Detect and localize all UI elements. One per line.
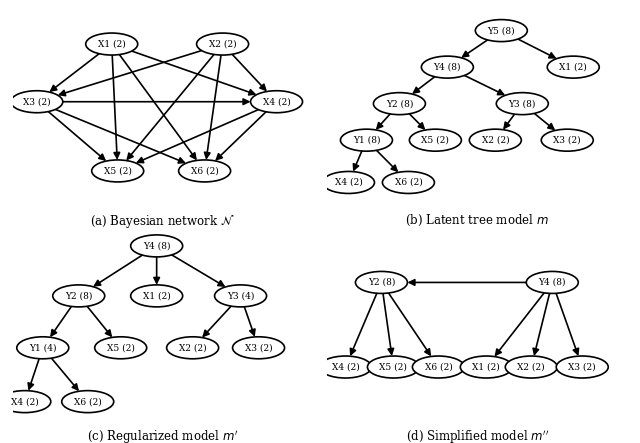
Text: Y5 (8): Y5 (8): [488, 26, 515, 35]
Text: X1 (2): X1 (2): [143, 291, 170, 300]
Ellipse shape: [323, 171, 374, 194]
Ellipse shape: [373, 93, 426, 115]
Text: (c) Regularized model $m'$: (c) Regularized model $m'$: [87, 428, 238, 443]
Ellipse shape: [214, 285, 267, 307]
Text: Y4 (8): Y4 (8): [143, 241, 170, 250]
Ellipse shape: [17, 337, 68, 359]
Ellipse shape: [166, 337, 219, 359]
Text: Y2 (8): Y2 (8): [368, 278, 395, 287]
Ellipse shape: [506, 356, 557, 378]
Ellipse shape: [11, 91, 63, 113]
Text: X6 (2): X6 (2): [394, 178, 422, 187]
Ellipse shape: [421, 56, 474, 78]
Ellipse shape: [383, 171, 435, 194]
Text: X5 (2): X5 (2): [107, 343, 134, 352]
Ellipse shape: [410, 129, 461, 151]
Text: Y4 (8): Y4 (8): [538, 278, 566, 287]
Ellipse shape: [131, 235, 182, 257]
Text: X4 (2): X4 (2): [262, 97, 291, 106]
Ellipse shape: [460, 356, 513, 378]
Text: X3 (2): X3 (2): [554, 136, 581, 145]
Ellipse shape: [131, 285, 182, 307]
Ellipse shape: [367, 356, 419, 378]
Text: X4 (2): X4 (2): [332, 362, 359, 372]
Ellipse shape: [412, 356, 465, 378]
Text: X5 (2): X5 (2): [422, 136, 449, 145]
Ellipse shape: [556, 356, 608, 378]
Ellipse shape: [496, 93, 548, 115]
Ellipse shape: [250, 91, 303, 113]
Text: X2 (2): X2 (2): [179, 343, 207, 352]
Ellipse shape: [0, 391, 51, 412]
Text: X1 (2): X1 (2): [98, 39, 125, 49]
Text: X3 (2): X3 (2): [568, 362, 596, 372]
Text: X6 (2): X6 (2): [74, 397, 102, 406]
Text: (b) Latent tree model $m$: (b) Latent tree model $m$: [406, 213, 549, 228]
Text: X5 (2): X5 (2): [380, 362, 408, 372]
Ellipse shape: [319, 356, 371, 378]
Text: X2 (2): X2 (2): [209, 39, 236, 49]
Text: X3 (2): X3 (2): [23, 97, 51, 106]
Ellipse shape: [86, 33, 138, 55]
Text: X1 (2): X1 (2): [472, 362, 500, 372]
Text: X4 (2): X4 (2): [335, 178, 362, 187]
Ellipse shape: [541, 129, 593, 151]
Text: Y2 (8): Y2 (8): [386, 99, 413, 108]
Ellipse shape: [340, 129, 392, 151]
Text: Y4 (8): Y4 (8): [434, 62, 461, 72]
Ellipse shape: [526, 272, 579, 293]
Ellipse shape: [469, 129, 522, 151]
Ellipse shape: [52, 285, 105, 307]
Text: X2 (2): X2 (2): [518, 362, 545, 372]
Text: Y1 (4): Y1 (4): [29, 343, 56, 352]
Ellipse shape: [547, 56, 599, 78]
Text: (a) Bayesian network $\mathcal{N}$: (a) Bayesian network $\mathcal{N}$: [90, 213, 235, 230]
Ellipse shape: [476, 19, 527, 42]
Ellipse shape: [355, 272, 408, 293]
Text: X5 (2): X5 (2): [104, 167, 132, 175]
Ellipse shape: [95, 337, 147, 359]
Text: Y1 (8): Y1 (8): [353, 136, 380, 145]
Text: X3 (2): X3 (2): [244, 343, 273, 352]
Ellipse shape: [61, 391, 114, 412]
Text: X6 (2): X6 (2): [424, 362, 452, 372]
Text: Y3 (4): Y3 (4): [227, 291, 254, 300]
Text: X2 (2): X2 (2): [481, 136, 509, 145]
Text: Y2 (8): Y2 (8): [65, 291, 92, 300]
Text: X6 (2): X6 (2): [191, 167, 218, 175]
Ellipse shape: [92, 160, 144, 182]
Text: (d) Simplified model $m''$: (d) Simplified model $m''$: [406, 428, 549, 443]
Text: X1 (2): X1 (2): [559, 62, 587, 72]
Text: X4 (2): X4 (2): [11, 397, 38, 406]
Ellipse shape: [232, 337, 285, 359]
Ellipse shape: [196, 33, 248, 55]
Ellipse shape: [179, 160, 230, 182]
Text: Y3 (8): Y3 (8): [509, 99, 536, 108]
